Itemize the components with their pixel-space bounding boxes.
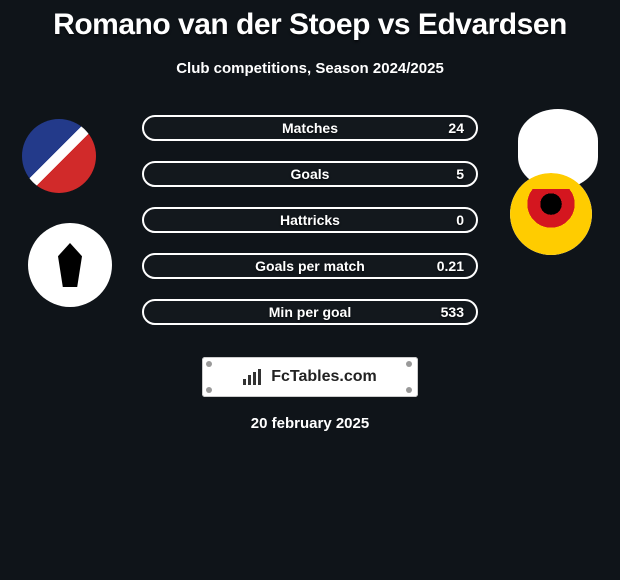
- stat-label: Min per goal: [269, 304, 351, 320]
- stat-value-p2: 533: [441, 304, 464, 320]
- stat-value-p2: 24: [448, 120, 464, 136]
- player1-club-badge: [28, 223, 112, 307]
- stat-label: Goals per match: [255, 258, 365, 274]
- stat-bar: Hattricks 0: [142, 207, 478, 233]
- sparta-logo-icon: [28, 223, 112, 307]
- player2-club-badge: [510, 173, 592, 255]
- page-title: Romano van der Stoep vs Edvardsen: [0, 0, 620, 42]
- stat-bar: Min per goal 533: [142, 299, 478, 325]
- stat-label: Goals: [291, 166, 330, 182]
- stat-value-p2: 0: [456, 212, 464, 228]
- watermark-badge: FcTables.com: [202, 357, 418, 397]
- chart-icon: [243, 369, 263, 385]
- stat-bar: Goals per match 0.21: [142, 253, 478, 279]
- player1-avatar: [22, 119, 96, 193]
- watermark-text: FcTables.com: [271, 368, 377, 386]
- date-text: 20 february 2025: [0, 415, 620, 432]
- stat-value-p2: 5: [456, 166, 464, 182]
- stat-bar: Matches 24: [142, 115, 478, 141]
- stat-value-p2: 0.21: [437, 258, 464, 274]
- stat-bar: Goals 5: [142, 161, 478, 187]
- stat-label: Matches: [282, 120, 338, 136]
- subtitle: Club competitions, Season 2024/2025: [0, 60, 620, 77]
- stats-bars: Matches 24 Goals 5 Hattricks 0 Goals per…: [142, 115, 478, 345]
- player1-photo-icon: [22, 119, 96, 193]
- comparison-panel: Matches 24 Goals 5 Hattricks 0 Goals per…: [0, 105, 620, 345]
- go-ahead-eagles-logo-icon: [510, 173, 592, 255]
- stat-label: Hattricks: [280, 212, 340, 228]
